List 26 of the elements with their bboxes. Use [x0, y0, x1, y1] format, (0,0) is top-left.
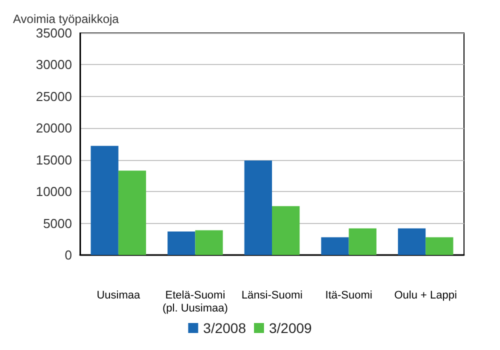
y-tick-label: 0 — [64, 248, 72, 262]
y-tick-label: 5000 — [43, 216, 72, 231]
x-tick-label: Itä-Suomi — [325, 290, 372, 302]
bar — [272, 206, 300, 255]
y-tick-label: 20000 — [36, 120, 72, 136]
bar — [244, 160, 272, 255]
y-tick-label: 30000 — [36, 57, 72, 72]
y-tick-label: 25000 — [36, 88, 72, 104]
bar — [321, 237, 349, 255]
y-tick-label: 15000 — [36, 152, 72, 168]
bar — [426, 237, 454, 255]
bar — [195, 230, 223, 255]
bar — [348, 228, 376, 255]
y-axis-title: Avoimia työpaikkoja — [13, 12, 120, 26]
x-tick-label: Etelä-Suomi (pl. Uusimaa) — [162, 290, 228, 314]
bar — [90, 146, 118, 255]
y-tick-label: 35000 — [36, 26, 72, 40]
x-tick-label: Länsi-Suomi — [241, 290, 303, 302]
bar — [398, 228, 426, 255]
bar — [118, 170, 146, 255]
x-tick-label: Oulu + Lappi — [394, 290, 457, 302]
legend-label: 3/2009 — [269, 320, 312, 336]
y-tick-label: 10000 — [36, 184, 72, 200]
bar — [168, 232, 196, 255]
legend-label: 3/2008 — [203, 320, 246, 336]
x-tick-label: Uusimaa — [96, 290, 141, 302]
